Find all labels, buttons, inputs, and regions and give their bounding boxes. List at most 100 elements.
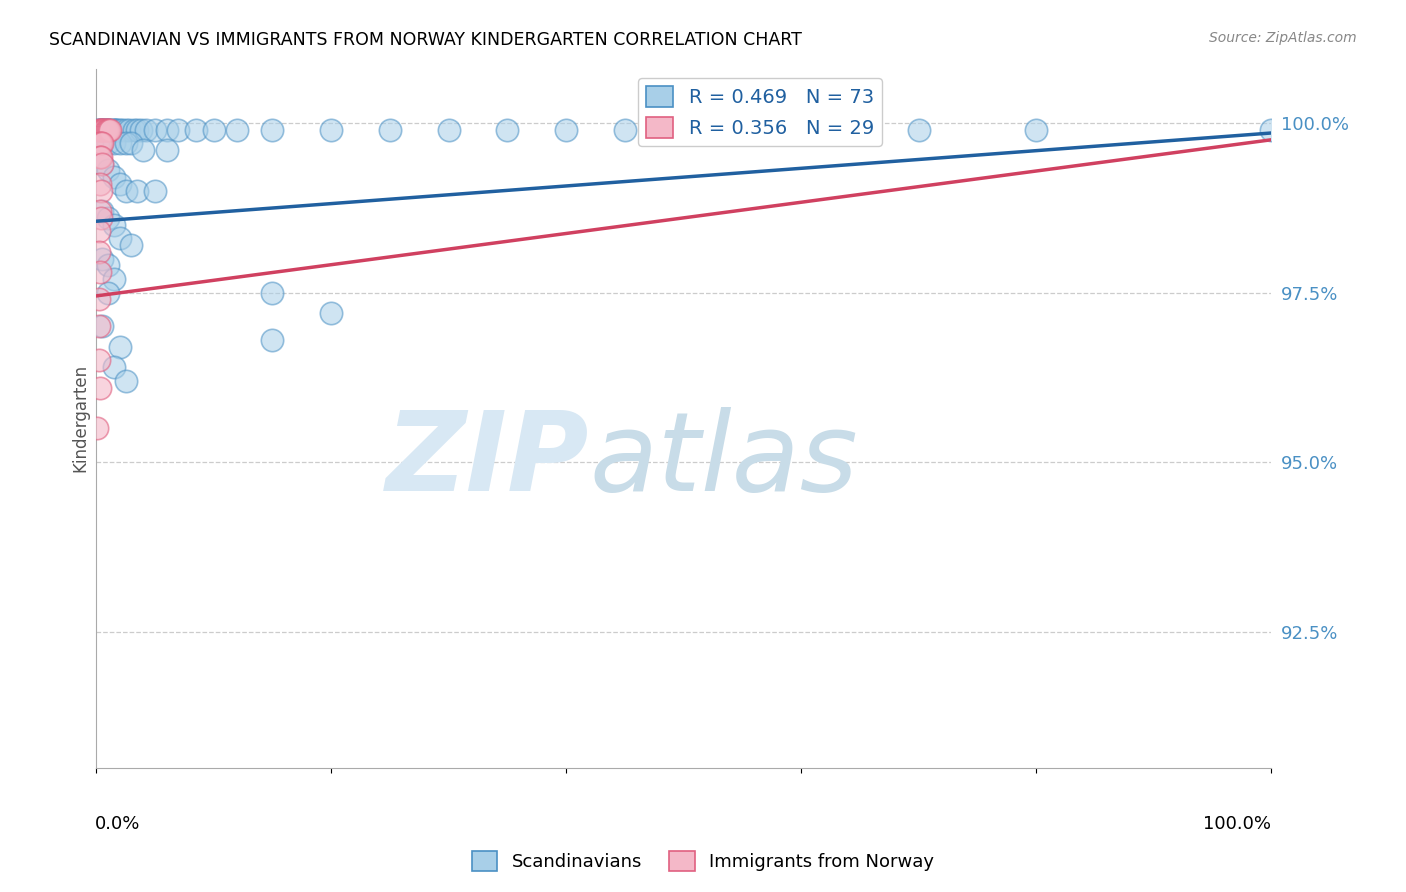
Point — [87, 224, 110, 238]
Point — [120, 136, 142, 151]
Point — [496, 122, 519, 136]
Point — [87, 319, 110, 334]
Point — [111, 122, 134, 136]
Point — [90, 184, 112, 198]
Point — [97, 136, 120, 151]
Point — [156, 122, 179, 136]
Point — [118, 122, 141, 136]
Point — [91, 252, 114, 266]
Point — [103, 218, 125, 232]
Point — [108, 177, 131, 191]
Y-axis label: Kindergarten: Kindergarten — [72, 364, 89, 472]
Point — [89, 136, 111, 151]
Point — [94, 122, 117, 136]
Point — [89, 150, 111, 164]
Point — [98, 122, 121, 136]
Point — [672, 122, 695, 136]
Point — [96, 122, 118, 136]
Point — [262, 285, 284, 300]
Point — [103, 170, 125, 185]
Point — [103, 136, 125, 151]
Point — [143, 184, 166, 198]
Point — [90, 211, 112, 225]
Point — [97, 211, 120, 225]
Point — [127, 184, 149, 198]
Point — [89, 177, 111, 191]
Point — [1260, 122, 1282, 136]
Point — [89, 265, 111, 279]
Point — [114, 374, 136, 388]
Point — [98, 122, 121, 136]
Point — [87, 244, 110, 259]
Point — [91, 136, 114, 151]
Point — [555, 122, 578, 136]
Point — [127, 122, 149, 136]
Point — [98, 122, 121, 136]
Point — [132, 143, 155, 157]
Point — [90, 150, 112, 164]
Point — [87, 122, 110, 136]
Point — [613, 122, 636, 136]
Point — [156, 143, 179, 157]
Point — [97, 122, 120, 136]
Legend: Scandinavians, Immigrants from Norway: Scandinavians, Immigrants from Norway — [465, 844, 941, 879]
Point — [108, 136, 131, 151]
Point — [378, 122, 401, 136]
Point — [89, 380, 111, 394]
Text: ZIP: ZIP — [387, 407, 589, 514]
Point — [103, 272, 125, 286]
Point — [135, 122, 157, 136]
Point — [108, 122, 131, 136]
Point — [105, 122, 128, 136]
Point — [184, 122, 207, 136]
Point — [91, 122, 114, 136]
Point — [91, 122, 114, 136]
Text: 0.0%: 0.0% — [96, 815, 141, 833]
Point — [98, 122, 121, 136]
Point — [97, 259, 120, 273]
Point — [114, 184, 136, 198]
Point — [94, 122, 117, 136]
Point — [97, 163, 120, 178]
Point — [143, 122, 166, 136]
Point — [91, 122, 114, 136]
Point — [262, 333, 284, 347]
Point — [104, 122, 127, 136]
Point — [89, 122, 111, 136]
Point — [790, 122, 813, 136]
Point — [114, 136, 136, 151]
Point — [321, 122, 343, 136]
Point — [87, 293, 110, 307]
Point — [129, 122, 152, 136]
Point — [91, 319, 114, 334]
Point — [103, 122, 125, 136]
Point — [87, 122, 110, 136]
Point — [108, 340, 131, 354]
Text: Source: ZipAtlas.com: Source: ZipAtlas.com — [1209, 31, 1357, 45]
Point — [91, 156, 114, 170]
Point — [91, 122, 114, 136]
Point — [907, 122, 929, 136]
Point — [90, 136, 112, 151]
Point — [731, 122, 754, 136]
Point — [97, 285, 120, 300]
Point — [89, 122, 111, 136]
Point — [86, 421, 108, 435]
Point — [122, 122, 145, 136]
Point — [226, 122, 249, 136]
Point — [86, 122, 108, 136]
Point — [90, 122, 112, 136]
Point — [91, 204, 114, 219]
Point — [93, 122, 115, 136]
Point — [120, 238, 142, 252]
Point — [202, 122, 225, 136]
Point — [91, 156, 114, 170]
Point — [108, 231, 131, 245]
Point — [97, 122, 120, 136]
Text: SCANDINAVIAN VS IMMIGRANTS FROM NORWAY KINDERGARTEN CORRELATION CHART: SCANDINAVIAN VS IMMIGRANTS FROM NORWAY K… — [49, 31, 801, 49]
Point — [91, 136, 114, 151]
Point — [1025, 122, 1047, 136]
Point — [89, 204, 111, 219]
Text: atlas: atlas — [589, 407, 858, 514]
Point — [437, 122, 460, 136]
